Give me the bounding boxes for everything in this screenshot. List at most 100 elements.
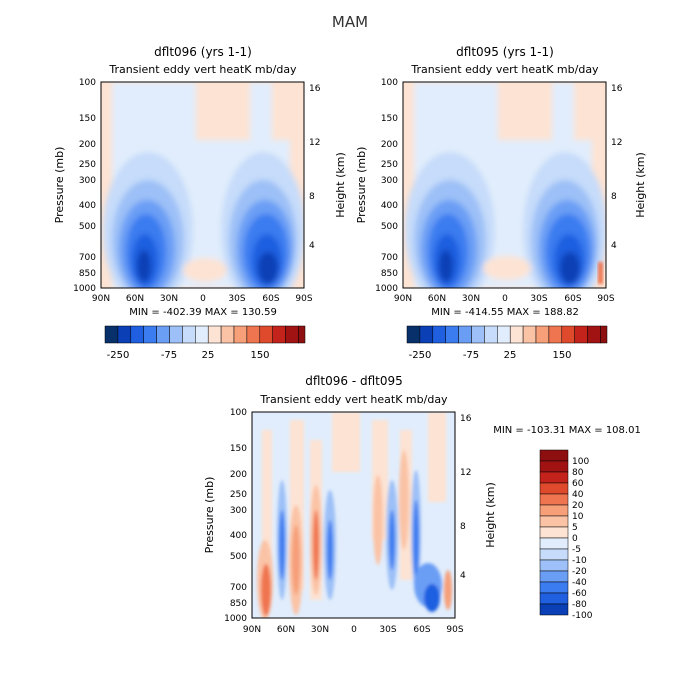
lat-tick: 0	[351, 625, 357, 635]
lat-tick: 0	[502, 294, 508, 304]
height-tick: 12	[460, 468, 471, 478]
lat-tick: 60S	[564, 294, 581, 304]
stats-text: MIN = -414.55 MAX = 188.82	[431, 307, 579, 318]
contour-field	[403, 82, 606, 288]
colorbar-label: -75	[463, 350, 479, 361]
pressure-tick: 850	[79, 269, 96, 279]
y-ticks-left: 100 150 200 250 300 400 500 700 850 1000	[375, 78, 398, 294]
contour-field	[101, 82, 304, 288]
lat-tick: 60S	[262, 294, 279, 304]
pressure-tick: 250	[79, 160, 96, 170]
pressure-tick: 250	[381, 160, 398, 170]
colorbar-label: -100	[572, 611, 593, 621]
lat-tick: 0	[200, 294, 206, 304]
pressure-tick: 850	[230, 599, 247, 609]
panel-subtitle: Transient eddy vert heatK mb/day	[108, 63, 297, 76]
pressure-tick: 100	[79, 78, 96, 88]
lat-tick: 30N	[311, 625, 329, 635]
panel-title: dflt096 - dflt095	[305, 374, 403, 388]
pressure-tick: 700	[79, 253, 96, 263]
y-ticks-left: 100 150 200 250 300 400 500 700 850 1000	[73, 78, 96, 294]
pressure-tick: 100	[230, 408, 247, 418]
height-tick: 16	[309, 84, 321, 94]
lat-tick: 30S	[228, 294, 245, 304]
panel-dflt096: dflt096 (yrs 1-1) Transient eddy vert he…	[53, 45, 347, 361]
figure-title: MAM	[332, 13, 368, 31]
colorbar-vertical: 100 80 60 40 20 10 5 0 -5 -10 -20 -40 -6…	[539, 449, 593, 621]
height-tick: 8	[309, 192, 315, 202]
pressure-tick: 300	[230, 506, 247, 516]
pressure-tick: 850	[381, 269, 398, 279]
pressure-tick: 100	[381, 78, 398, 88]
height-tick: 16	[460, 414, 472, 424]
pressure-tick: 700	[230, 583, 247, 593]
colorbar: -250 -75 25 150	[104, 325, 306, 361]
colorbar-label: 25	[202, 350, 215, 361]
height-tick: 4	[611, 241, 617, 251]
colorbar-label: 25	[504, 350, 517, 361]
y2-ticks: 16 12 8 4	[309, 84, 321, 251]
colorbar-label: 20	[572, 501, 584, 511]
colorbar-label: 60	[572, 479, 584, 489]
pressure-tick: 500	[381, 222, 398, 232]
stats-text: MIN = -103.31 MAX = 108.01	[493, 425, 641, 436]
pressure-tick: 400	[230, 531, 247, 541]
lat-tick: 30N	[462, 294, 480, 304]
y2-axis-label: Height (km)	[484, 482, 497, 548]
y-axis-label: Pressure (mb)	[355, 147, 368, 224]
colorbar-label: -75	[161, 350, 177, 361]
colorbar-label: -250	[107, 350, 130, 361]
lat-tick: 90S	[446, 625, 463, 635]
lat-tick: 90N	[243, 625, 261, 635]
colorbar-label: -5	[572, 545, 581, 555]
pressure-tick: 1000	[73, 284, 96, 294]
height-tick: 8	[460, 522, 466, 532]
lat-tick: 60S	[413, 625, 430, 635]
lat-tick: 60N	[428, 294, 446, 304]
colorbar-label: -10	[572, 556, 587, 566]
lat-tick: 90N	[92, 294, 110, 304]
contour-field	[252, 412, 455, 618]
x-ticks: 90N 60N 30N 0 30S 60S 90S	[92, 294, 313, 304]
colorbar-label: 150	[552, 350, 571, 361]
lat-tick: 60N	[126, 294, 144, 304]
panel-title: dflt096 (yrs 1-1)	[154, 45, 252, 59]
pressure-tick: 1000	[375, 284, 398, 294]
lat-tick: 90S	[295, 294, 312, 304]
y2-axis-label: Height (km)	[634, 152, 647, 218]
colorbar-label: 5	[572, 523, 578, 533]
pressure-tick: 1000	[224, 614, 247, 624]
pressure-tick: 300	[381, 176, 398, 186]
colorbar: -250 -75 25 150	[406, 325, 608, 361]
lat-tick: 60N	[277, 625, 295, 635]
pressure-tick: 200	[381, 140, 398, 150]
pressure-tick: 500	[230, 552, 247, 562]
colorbar-label: -20	[572, 567, 587, 577]
panel-title: dflt095 (yrs 1-1)	[456, 45, 554, 59]
pressure-tick: 150	[230, 444, 247, 454]
pressure-tick: 200	[230, 470, 247, 480]
panel-dflt095: dflt095 (yrs 1-1) Transient eddy vert he…	[355, 45, 647, 361]
colorbar-label: -80	[572, 600, 587, 610]
y2-ticks: 16 12 8 4	[611, 84, 623, 251]
y2-axis-label: Height (km)	[334, 152, 347, 218]
lat-tick: 30S	[379, 625, 396, 635]
y-axis-label: Pressure (mb)	[53, 147, 66, 224]
colorbar-label: 40	[572, 490, 584, 500]
x-ticks: 90N 60N 30N 0 30S 60S 90S	[394, 294, 615, 304]
pressure-tick: 400	[79, 201, 96, 211]
lat-tick: 30N	[160, 294, 178, 304]
pressure-tick: 700	[381, 253, 398, 263]
panel-subtitle: Transient eddy vert heatK mb/day	[410, 63, 599, 76]
colorbar-label: -40	[572, 578, 587, 588]
pressure-tick: 150	[381, 114, 398, 124]
height-tick: 4	[309, 241, 315, 251]
height-tick: 8	[611, 192, 617, 202]
colorbar-label: 0	[572, 534, 578, 544]
lat-tick: 90N	[394, 294, 412, 304]
height-tick: 16	[611, 84, 623, 94]
height-tick: 12	[309, 138, 320, 148]
panel-subtitle: Transient eddy vert heatK mb/day	[259, 393, 448, 406]
colorbar-label: -250	[409, 350, 432, 361]
